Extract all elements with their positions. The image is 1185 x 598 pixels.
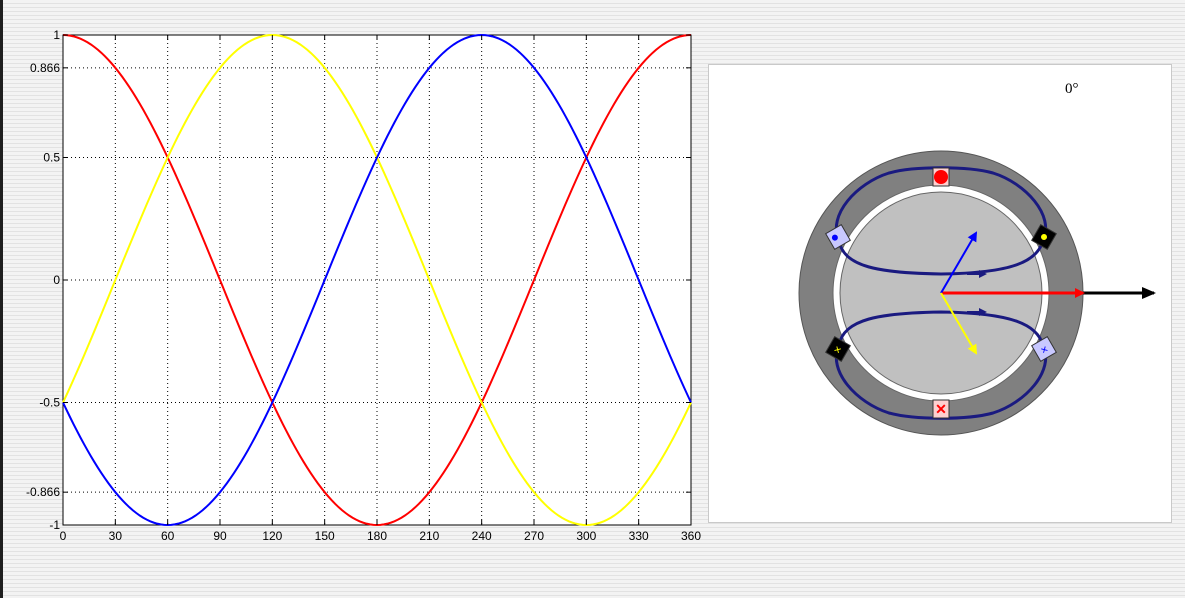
x-tick-label: 0 bbox=[60, 529, 67, 543]
y-tick-label: 0 bbox=[53, 273, 60, 287]
motor-diagram: 0° ✕ ✕ ✕ bbox=[798, 81, 1156, 436]
current-out-dot-icon bbox=[831, 234, 838, 241]
current-in-cross-icon: ✕ bbox=[832, 344, 844, 356]
x-tick-label: 150 bbox=[315, 529, 335, 543]
x-tick-label: 210 bbox=[419, 529, 439, 543]
x-tick-label: 300 bbox=[576, 529, 596, 543]
window-left-edge bbox=[0, 0, 3, 598]
current-out-dot-icon bbox=[934, 170, 948, 184]
x-tick-label: 330 bbox=[629, 529, 649, 543]
y-tick-label: -1 bbox=[49, 518, 60, 532]
current-out-dot-icon bbox=[1041, 234, 1047, 240]
tick-labels: 0 30 60 90 120 150 180 210 240 270 300 330 360 1 0.866… bbox=[26, 28, 701, 543]
y-tick-label: 0.866 bbox=[30, 61, 60, 75]
x-tick-label: 90 bbox=[213, 529, 227, 543]
waveform-chart: 0 30 60 90 120 150 180 210 240 270 300 330 360 1 0.866… bbox=[26, 28, 701, 543]
slot-phase-b-lower-left: ✕ bbox=[825, 336, 851, 362]
phase-b-field-vector bbox=[940, 292, 978, 355]
motor-diagram-panel: 0° ✕ ✕ ✕ bbox=[708, 64, 1172, 523]
angle-label: 0° bbox=[1065, 81, 1079, 97]
x-tick-label: 360 bbox=[681, 529, 701, 543]
slot-phase-c-lower-right: ✕ bbox=[1031, 336, 1057, 362]
x-tick-label: 60 bbox=[161, 529, 175, 543]
x-tick-label: 240 bbox=[472, 529, 492, 543]
x-tick-label: 120 bbox=[262, 529, 282, 543]
x-tick-label: 30 bbox=[109, 529, 123, 543]
axis-ticks bbox=[62, 34, 692, 526]
current-in-cross-icon: ✕ bbox=[1039, 344, 1051, 356]
slot-phase-b-upper-right bbox=[1031, 224, 1057, 250]
y-tick-label: 0.5 bbox=[43, 151, 60, 165]
y-tick-label: -0.5 bbox=[39, 396, 60, 410]
slot-phase-a-top bbox=[932, 167, 950, 187]
slot-phase-c-upper-left bbox=[825, 224, 851, 250]
current-in-cross-icon: ✕ bbox=[935, 401, 947, 417]
y-tick-label: 1 bbox=[53, 28, 60, 42]
phase-c-field-vector bbox=[940, 231, 978, 294]
x-tick-label: 270 bbox=[524, 529, 544, 543]
coil-winding-upper bbox=[834, 166, 1048, 276]
coil-winding-lower bbox=[834, 310, 1048, 420]
x-tick-label: 180 bbox=[367, 529, 387, 543]
slot-phase-a-bottom: ✕ bbox=[932, 399, 950, 419]
y-tick-label: -0.866 bbox=[26, 485, 60, 499]
